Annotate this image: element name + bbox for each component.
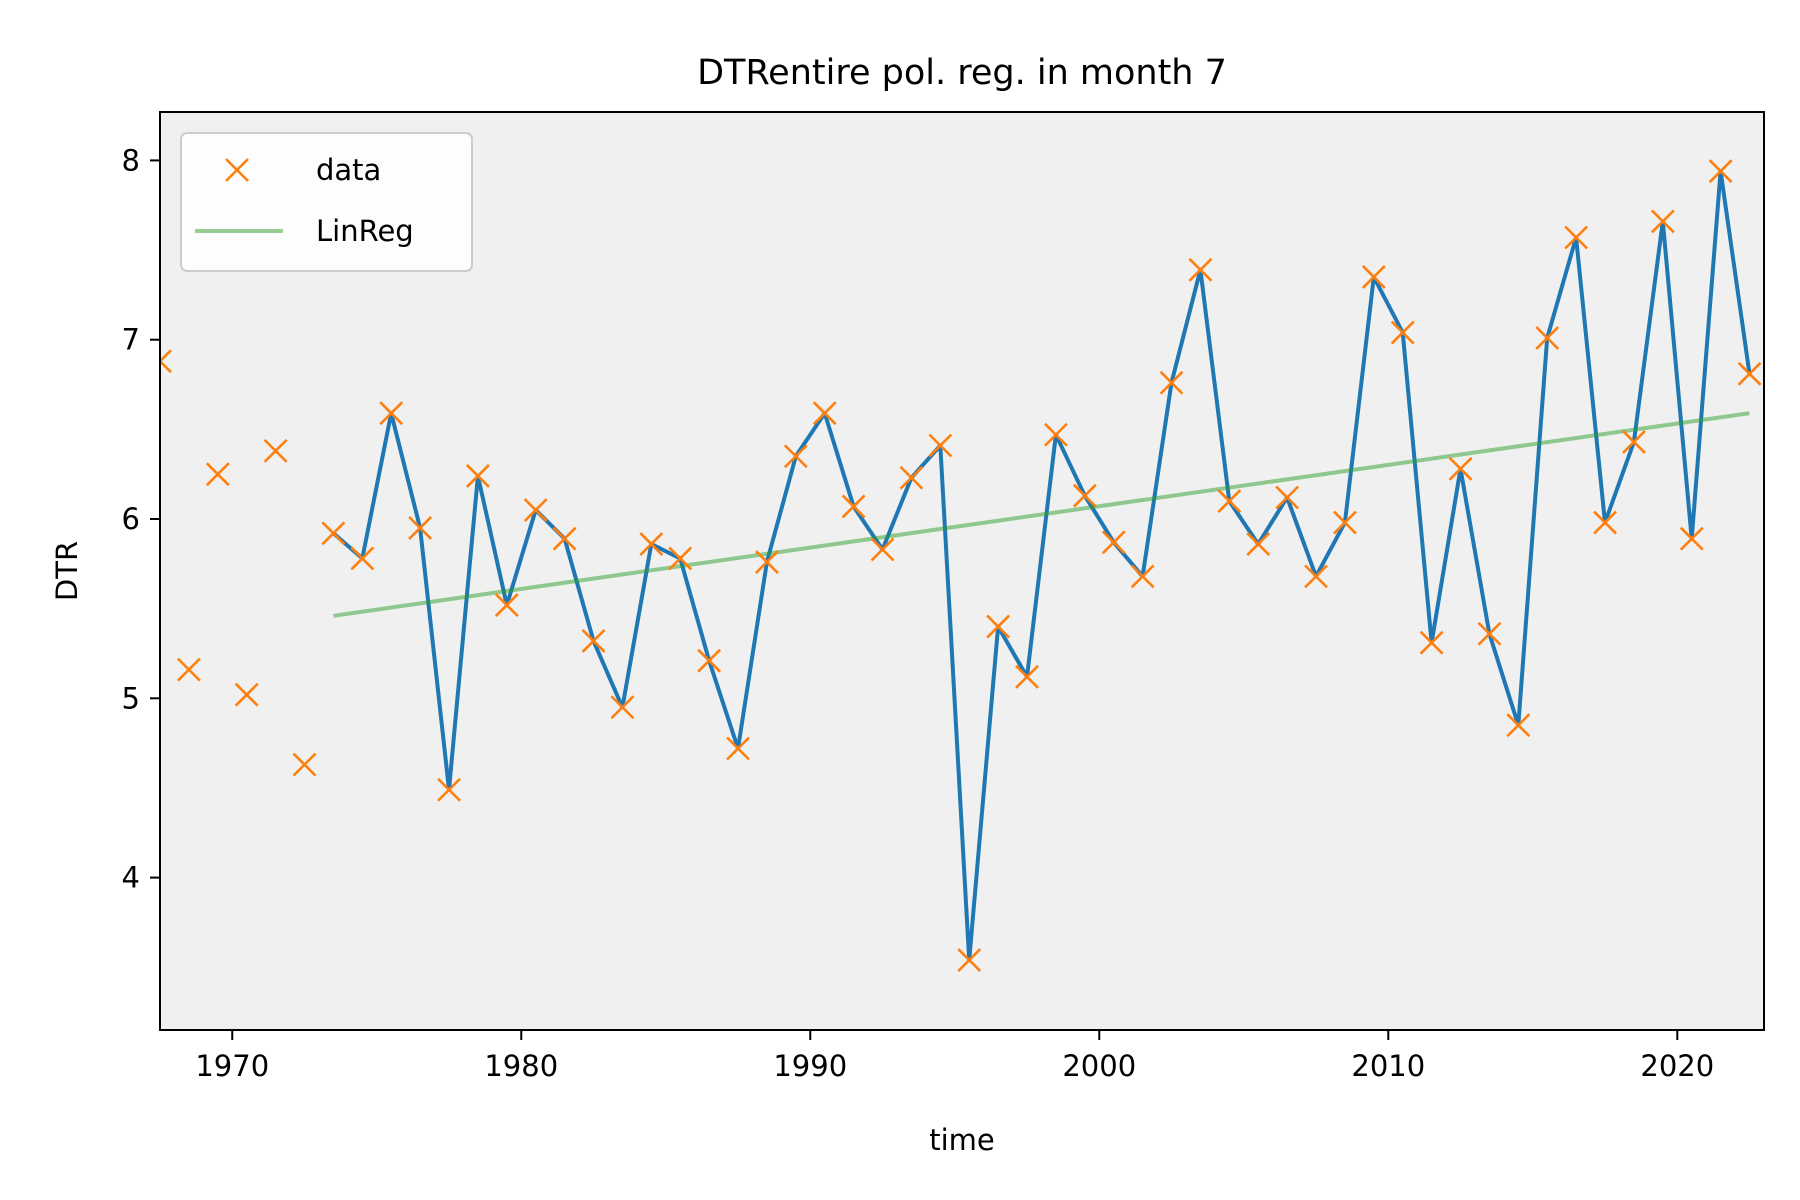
x-tick-label: 2020 [1640, 1049, 1714, 1083]
x-tick-label: 2010 [1351, 1049, 1425, 1083]
data-point [1679, 526, 1704, 551]
data-point [1477, 621, 1502, 646]
y-tick-label: 8 [122, 143, 140, 177]
data-point [176, 657, 201, 682]
data-point [870, 537, 895, 562]
x-axis: 1970 1980 1990 2000 2010 2020 [195, 1030, 1714, 1083]
data-point [437, 777, 461, 802]
data-point [986, 614, 1011, 639]
data-point [408, 516, 433, 540]
x-tick-label: 1990 [773, 1049, 847, 1083]
data-point [1361, 265, 1386, 289]
data-point [668, 546, 693, 571]
data-point [1419, 630, 1444, 655]
data-point [350, 546, 375, 571]
data-point [1159, 370, 1184, 395]
y-tick-label: 7 [122, 323, 140, 357]
data-point [263, 438, 288, 463]
x-tick-label: 1970 [195, 1049, 269, 1083]
data-point [523, 498, 548, 522]
data-point [754, 550, 779, 574]
data-point [581, 629, 606, 653]
data-point [465, 464, 490, 488]
legend-data-marker [225, 158, 249, 182]
y-axis: 4 5 6 7 8 [122, 143, 160, 895]
data-point [1737, 361, 1762, 386]
legend: data LinReg [180, 132, 473, 272]
data-point [234, 682, 259, 707]
legend-label-data: data [316, 153, 381, 187]
chart-title: DTRentire pol. reg. in month 7 [697, 53, 1227, 93]
data-point [1304, 564, 1328, 589]
dtr-line [332, 169, 1752, 963]
x-tick-label: 2000 [1062, 1049, 1136, 1083]
data-point [379, 401, 404, 426]
data-markers [160, 159, 1762, 972]
data-point [697, 648, 722, 673]
data-point [812, 401, 837, 426]
data-point [1650, 209, 1675, 234]
data-point [1101, 530, 1126, 555]
data-point [639, 532, 664, 557]
linreg-line [333, 411, 1750, 618]
data-point [1622, 429, 1646, 454]
data-point [841, 494, 866, 519]
data-point [1044, 422, 1068, 447]
data-point [726, 736, 750, 761]
data-point [1448, 456, 1473, 481]
legend-label-linreg: LinReg [316, 214, 414, 248]
data-point [1015, 664, 1039, 689]
plot-frame [159, 111, 1765, 1031]
y-tick-label: 4 [122, 861, 140, 895]
data-point [1390, 320, 1415, 345]
data-point [494, 593, 519, 617]
data-point [1564, 225, 1589, 250]
data-point [1333, 510, 1357, 535]
x-tick-label: 1980 [484, 1049, 558, 1083]
data-point [1217, 489, 1242, 513]
data-point [899, 465, 924, 490]
data-point [1072, 483, 1097, 508]
data-point [1535, 325, 1560, 350]
series-lines [332, 169, 1752, 963]
data-point [205, 462, 230, 487]
data-point [1275, 485, 1300, 510]
data-point [1593, 510, 1617, 535]
legend-box [180, 132, 473, 272]
y-tick-label: 5 [122, 681, 140, 715]
data-point [552, 526, 577, 551]
y-axis-label: DTR [50, 541, 84, 601]
data-point [783, 444, 808, 469]
x-axis-label: time [929, 1123, 995, 1157]
data-point [1506, 713, 1531, 738]
data-point [321, 521, 346, 546]
data-point [160, 349, 172, 374]
data-point [1130, 564, 1155, 589]
data-point [957, 948, 982, 972]
data-point [1246, 532, 1271, 557]
data-point [1188, 257, 1213, 282]
data-point [1708, 159, 1733, 184]
data-point [610, 695, 635, 720]
data-point [292, 752, 317, 777]
data-point [928, 433, 953, 458]
y-tick-label: 6 [122, 502, 140, 536]
